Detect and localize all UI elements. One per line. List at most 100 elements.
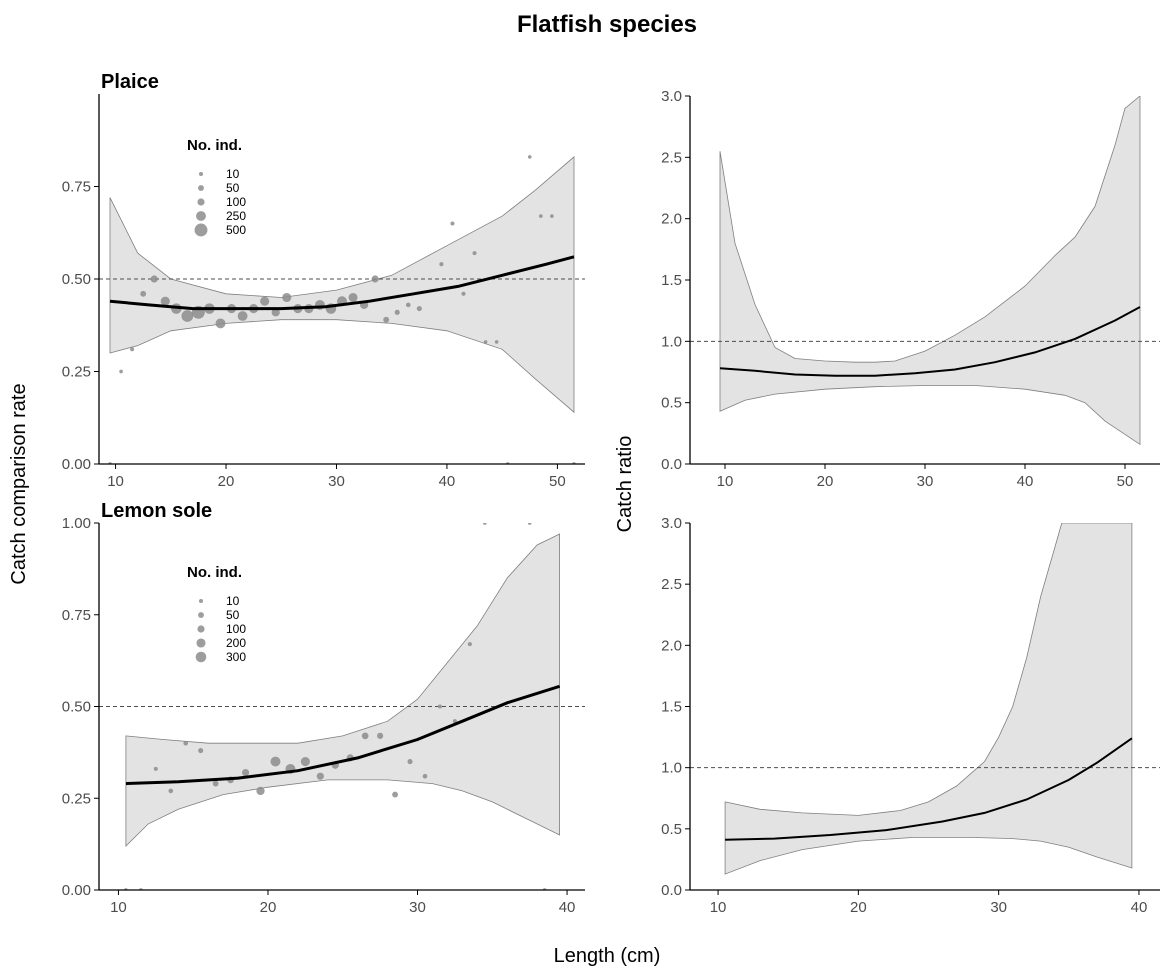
legend-size-marker (197, 198, 205, 206)
y-tick-label: 2.5 (661, 149, 682, 166)
y-tick-label: 0.5 (661, 821, 682, 838)
panel-title: Lemon sole (101, 500, 212, 522)
confidence-band (109, 156, 575, 414)
y-tick-label: 0.00 (62, 882, 91, 899)
data-point (482, 523, 487, 525)
legend-size-marker (194, 223, 208, 237)
data-point (256, 786, 265, 796)
data-point (472, 251, 477, 256)
legend-label: 300 (226, 650, 246, 664)
legend-label: 10 (226, 594, 240, 608)
legend-label: 200 (226, 636, 246, 650)
data-point (405, 302, 411, 308)
data-point (371, 275, 379, 283)
plaice-catch-comparison-panel: 0.00 0.25 0.50 0.75 10 20 30 40 50 Plaice No. ind.… (62, 71, 585, 490)
data-point (212, 780, 219, 787)
x-tick-label: 20 (850, 899, 867, 916)
x-tick-label: 10 (717, 473, 734, 490)
data-point (282, 292, 292, 303)
x-tick-label: 30 (409, 899, 426, 916)
legend-size-marker (195, 651, 207, 663)
data-point (198, 747, 204, 754)
data-point (467, 642, 472, 647)
plaice-catch-ratio-panel: 0.0 0.5 1.0 1.5 2.0 2.5 3.0 10 20 30 40 50 (661, 88, 1160, 490)
x-tick-label: 40 (559, 899, 576, 916)
data-point (237, 311, 248, 321)
data-point (383, 316, 390, 323)
data-point (392, 791, 399, 798)
x-tick-label: 20 (260, 899, 277, 916)
legend-label: 500 (226, 223, 246, 237)
legend-title: No. ind. (187, 137, 242, 154)
plot-area (690, 96, 1160, 446)
x-tick-label: 40 (1017, 473, 1034, 490)
data-point (494, 340, 499, 344)
data-point (271, 308, 280, 317)
data-point (439, 262, 444, 267)
y-tick-label: 0.25 (62, 364, 91, 381)
y-tick-label: 3.0 (661, 515, 682, 532)
legend-size-marker (197, 625, 205, 633)
data-point (550, 214, 554, 218)
data-point (119, 369, 123, 374)
data-point (215, 318, 226, 329)
data-point (316, 772, 324, 780)
data-point (527, 523, 532, 525)
legend-label: 250 (226, 209, 246, 223)
legend-size-marker (196, 211, 206, 221)
data-point (140, 290, 147, 297)
legend-size-marker (198, 171, 204, 177)
plot-area (99, 523, 585, 890)
fit-line (109, 255, 575, 311)
x-tick-label: 10 (110, 899, 127, 916)
confidence-band (724, 523, 1133, 875)
y-tick-label: 2.5 (661, 576, 682, 593)
y-tick-label: 3.0 (661, 88, 682, 105)
y-tick-label: 0.75 (62, 607, 91, 624)
data-point (260, 296, 270, 306)
data-point (168, 788, 174, 794)
x-tick-label: 10 (710, 899, 727, 916)
y-tick-label: 0.75 (62, 179, 91, 196)
data-point (183, 740, 189, 746)
data-point (150, 275, 158, 283)
x-tick-label: 30 (917, 473, 934, 490)
data-point (422, 773, 428, 779)
y-tick-label: 0.50 (62, 271, 91, 288)
plot-area (99, 155, 585, 464)
y-tick-label: 1.5 (661, 272, 682, 289)
confidence-band (125, 533, 560, 847)
legend-size-marker (198, 185, 204, 191)
y-tick-label: 0.50 (62, 699, 91, 716)
y-tick-label: 1.00 (62, 515, 91, 532)
data-point (130, 347, 135, 352)
confidence-band (719, 96, 1141, 446)
data-point (452, 719, 457, 724)
data-point (241, 768, 250, 777)
fit-line (719, 306, 1141, 377)
legend-label: 50 (226, 608, 240, 622)
data-point (416, 306, 422, 312)
data-point (153, 766, 158, 771)
data-point (160, 296, 170, 306)
data-point (361, 732, 369, 740)
data-point (181, 310, 194, 322)
y-tick-label: 2.0 (661, 211, 682, 228)
y-tick-label: 2.0 (661, 637, 682, 654)
x-tick-label: 20 (817, 473, 834, 490)
data-point (394, 309, 400, 315)
left-y-axis-title: Catch comparison rate (8, 383, 30, 584)
fit-line (125, 684, 561, 786)
legend-size-marker (198, 612, 204, 618)
data-point (450, 221, 455, 226)
legend-size-marker (198, 598, 204, 604)
data-point (300, 756, 310, 767)
fit-line (725, 737, 1133, 841)
data-point (348, 292, 358, 303)
y-tick-label: 0.5 (661, 395, 682, 412)
data-point (461, 291, 466, 296)
legend-label: 100 (226, 622, 246, 636)
y-tick-label: 0.0 (661, 882, 682, 899)
right-y-axis-title: Catch ratio (614, 436, 636, 533)
